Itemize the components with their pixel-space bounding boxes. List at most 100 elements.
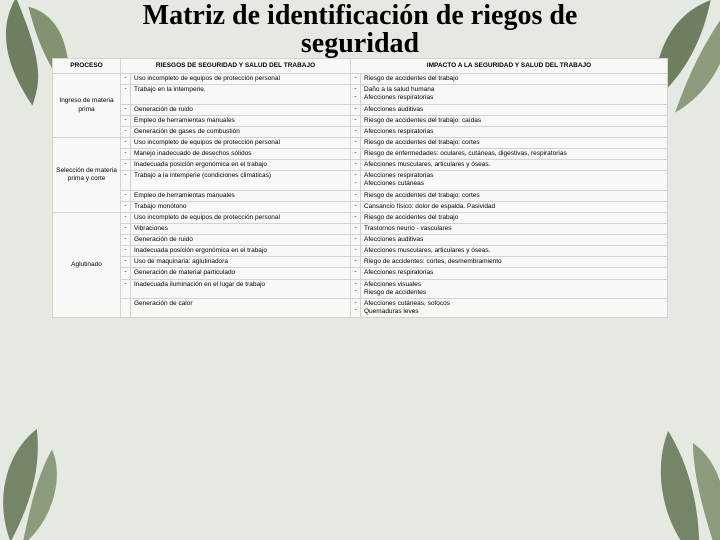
proceso-cell: Ingreso de materia prima <box>53 74 121 138</box>
table-row: -Trabajo monótono-Cansancio físico: dolo… <box>53 201 668 212</box>
riesgo-cell: Empleo de herramientas manuales <box>131 190 351 201</box>
impacto-cell: Afecciones visualesRiesgo de accidentes <box>361 279 668 298</box>
table-row: -Generación de ruido-Afecciones auditiva… <box>53 235 668 246</box>
riesgo-cell: Uso incompleto de equipos de protección … <box>131 212 351 223</box>
riesgo-cell: Empleo de herramientas manuales <box>131 115 351 126</box>
impacto-cell: Riesgo de accidentes del trabajo <box>361 212 668 223</box>
impacto-cell: Riego de accidentes: cortes, desmembrami… <box>361 257 668 268</box>
bullet: - <box>121 74 131 85</box>
bullet: - <box>121 223 131 234</box>
table-row: Generación de calor--Afecciones cutáneas… <box>53 298 668 317</box>
bullet: - <box>121 137 131 148</box>
table-row: -Trabajo a la intemperie (condiciones cl… <box>53 171 668 190</box>
table-row: -Vibraciones-Trastornos neurio - vascula… <box>53 223 668 234</box>
bullet: - <box>121 246 131 257</box>
bullet: - <box>121 268 131 279</box>
riesgo-cell: Generación de gases de combustión <box>131 126 351 137</box>
impacto-cell: Riesgo de accidentes del trabajo: cortes <box>361 190 668 201</box>
impacto-cell: Afecciones respiratoriasAfecciones cután… <box>361 171 668 190</box>
proceso-cell: Selección de materia prima y corte <box>53 137 121 212</box>
impacto-cell: Afecciones respiratorias <box>361 268 668 279</box>
table-row: -Manejo inadecuado de desechos sólidos-R… <box>53 149 668 160</box>
bullet: - <box>351 149 361 160</box>
table-row: Selección de materia prima y corte-Uso i… <box>53 137 668 148</box>
bullet: - <box>351 223 361 234</box>
bullet: - <box>121 126 131 137</box>
impacto-cell: Riesgo de enfermedades: oculares, cutáne… <box>361 149 668 160</box>
impacto-cell: Afecciones auditivas <box>361 235 668 246</box>
col-proceso: PROCESO <box>53 59 121 74</box>
riesgo-cell: Generación de material particulado <box>131 268 351 279</box>
riesgo-cell: Generación de calor <box>131 298 351 317</box>
bullet <box>121 298 131 317</box>
proceso-cell: Aglutinado <box>53 212 121 317</box>
impacto-cell: Trastornos neurio - vasculares <box>361 223 668 234</box>
impacto-cell: Riesgo de accidentes del trabajo: caídas <box>361 115 668 126</box>
table-row: Ingreso de materia prima-Uso incompleto … <box>53 74 668 85</box>
table-row: -Empleo de herramientas manuales-Riesgo … <box>53 115 668 126</box>
riesgo-cell: Trabajo a la intemperie (condiciones cli… <box>131 171 351 190</box>
riesgo-cell: Manejo inadecuado de desechos sólidos <box>131 149 351 160</box>
bullet: - <box>121 160 131 171</box>
bullet: - <box>351 257 361 268</box>
table-row: -Inadecuada posición ergonómica en el tr… <box>53 246 668 257</box>
bullet: - <box>121 190 131 201</box>
risk-matrix-table: PROCESO RIESGOS DE SEGURIDAD Y SALUD DEL… <box>52 58 668 318</box>
bullet: - <box>121 235 131 246</box>
bullet: -- <box>351 298 361 317</box>
bullet: - <box>351 201 361 212</box>
bullet: - <box>121 201 131 212</box>
bullet: - <box>351 190 361 201</box>
riesgo-cell: Uso incompleto de equipos de protección … <box>131 74 351 85</box>
bullet: - <box>351 74 361 85</box>
table-row: -Trabajo en la intemperie.--Daño a la sa… <box>53 85 668 104</box>
table-row: Aglutinado-Uso incompleto de equipos de … <box>53 212 668 223</box>
col-impacto: IMPACTO A LA SEGURIDAD Y SALUD DEL TRABA… <box>351 59 668 74</box>
riesgo-cell: Uso incompleto de equipos de protección … <box>131 137 351 148</box>
bullet: - <box>121 171 131 190</box>
table-row: -Generación de ruido-Afecciones auditiva… <box>53 104 668 115</box>
bullet: - <box>121 85 131 104</box>
impacto-cell: Riesgo de accidentes del trabajo <box>361 74 668 85</box>
bullet: -- <box>351 85 361 104</box>
col-riesgos: RIESGOS DE SEGURIDAD Y SALUD DEL TRABAJO <box>121 59 351 74</box>
table-row: -Empleo de herramientas manuales-Riesgo … <box>53 190 668 201</box>
bullet: - <box>351 268 361 279</box>
bullet: - <box>351 115 361 126</box>
impacto-cell: Cansancio físico: dolor de espalda. Pasi… <box>361 201 668 212</box>
bullet: - <box>351 126 361 137</box>
bullet: - <box>121 115 131 126</box>
riesgo-cell: Uso de maquinaria: aglutinadora <box>131 257 351 268</box>
impacto-cell: Afecciones auditivas <box>361 104 668 115</box>
impacto-cell: Afecciones musculares, articulares y óse… <box>361 160 668 171</box>
table-row: -Uso de maquinaria: aglutinadora-Riego d… <box>53 257 668 268</box>
riesgo-cell: Trabajo en la intemperie. <box>131 85 351 104</box>
bullet: - <box>121 279 131 298</box>
impacto-cell: Daño a la salud humanaAfecciones respira… <box>361 85 668 104</box>
bullet: - <box>121 257 131 268</box>
riesgo-cell: Generación de ruido <box>131 235 351 246</box>
bullet: - <box>351 235 361 246</box>
page-title: Matriz de identificación de riegos deseg… <box>0 0 720 58</box>
table-row: -Inadecuada iluminación en el lugar de t… <box>53 279 668 298</box>
bullet: - <box>121 212 131 223</box>
riesgo-cell: Inadecuada iluminación en el lugar de tr… <box>131 279 351 298</box>
bullet: - <box>351 246 361 257</box>
riesgo-cell: Inadecuada posición ergonómica en el tra… <box>131 246 351 257</box>
table-row: -Generación de material particulado-Afec… <box>53 268 668 279</box>
bullet: - <box>121 149 131 160</box>
table-row: -Inadecuada posición ergonómica en el tr… <box>53 160 668 171</box>
riesgo-cell: Generación de ruido <box>131 104 351 115</box>
riesgo-cell: Vibraciones <box>131 223 351 234</box>
riesgo-cell: Inadecuada posición ergonómica en el tra… <box>131 160 351 171</box>
table-row: -Generación de gases de combustión-Afecc… <box>53 126 668 137</box>
bullet: -- <box>351 279 361 298</box>
impacto-cell: Afecciones respiratorias <box>361 126 668 137</box>
impacto-cell: Riesgo de accidentes del trabajo: cortes <box>361 137 668 148</box>
bullet: - <box>351 137 361 148</box>
impacto-cell: Afecciones cutáneas, sofocosQuemaduras l… <box>361 298 668 317</box>
riesgo-cell: Trabajo monótono <box>131 201 351 212</box>
bullet: - <box>351 104 361 115</box>
bullet: -- <box>351 171 361 190</box>
bullet: - <box>351 160 361 171</box>
